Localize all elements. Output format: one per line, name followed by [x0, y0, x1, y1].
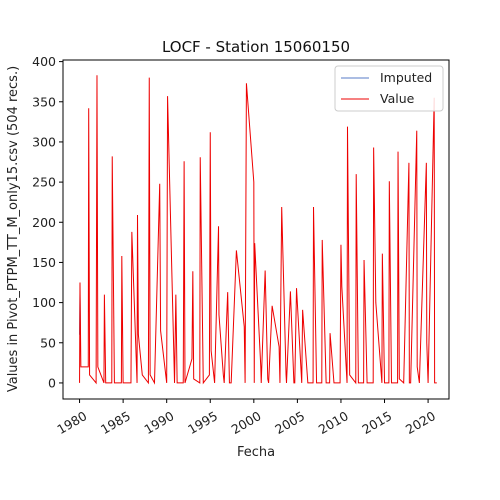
y-tick-label: 250 — [32, 175, 56, 190]
y-tick-label: 100 — [32, 295, 56, 310]
y-tick-label: 150 — [32, 255, 56, 270]
y-tick-label: 200 — [32, 215, 56, 230]
chart-title: LOCF - Station 15060150 — [162, 38, 350, 56]
legend-label-value: Value — [380, 91, 415, 106]
y-axis-label: Values in Pivot_PTPM_TT_M_only15.csv (50… — [6, 66, 21, 392]
y-tick-label: 350 — [32, 94, 56, 109]
y-tick-label: 50 — [40, 335, 56, 350]
legend: Imputed Value — [335, 66, 443, 111]
x-axis-label: Fecha — [237, 445, 275, 460]
y-tick-label: 400 — [32, 54, 56, 69]
legend-label-imputed: Imputed — [380, 70, 432, 85]
y-tick-label: 300 — [32, 134, 56, 149]
y-tick-label: 0 — [48, 375, 56, 390]
